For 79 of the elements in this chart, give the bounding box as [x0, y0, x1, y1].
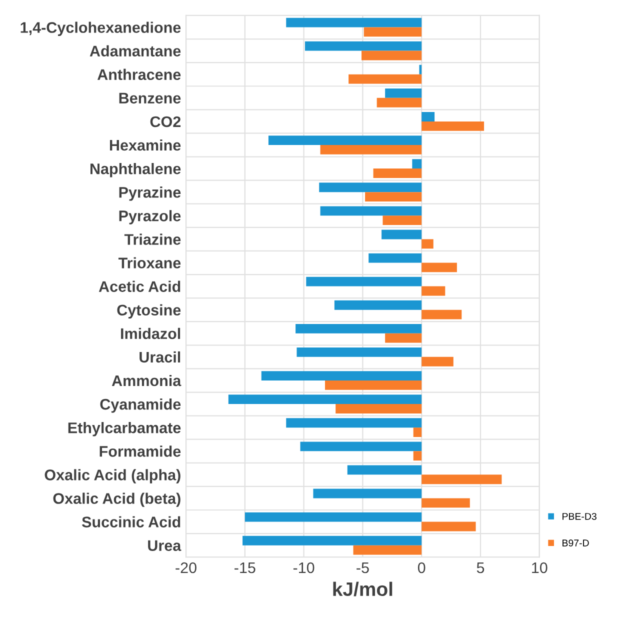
bar — [382, 216, 422, 226]
y-tick-label: Ammonia — [112, 374, 182, 386]
bar — [336, 404, 422, 414]
bar — [376, 98, 422, 108]
y-tick-label: Acetic Acid — [98, 280, 180, 292]
y-tick-label: Cytosine — [117, 304, 181, 319]
bar — [368, 253, 422, 263]
x-tick-label: 0 — [418, 562, 426, 574]
bar — [364, 27, 422, 37]
y-tick-label: Urea — [148, 540, 182, 552]
bar — [228, 394, 422, 404]
x-tick-label: 5 — [476, 562, 484, 574]
bar — [422, 112, 435, 122]
x-tick-label: -10 — [293, 562, 314, 574]
bar — [422, 286, 446, 296]
bar — [261, 371, 422, 380]
bar — [286, 418, 422, 428]
y-tick-label: Naphthalene — [90, 163, 181, 178]
bar — [422, 239, 434, 249]
x-tick-label: -15 — [234, 562, 256, 574]
y-tick-label: Triazine — [124, 234, 181, 245]
bar — [320, 206, 422, 216]
bar — [268, 136, 422, 145]
y-tick-label: Formamide — [100, 446, 181, 457]
y-tick-label: Oxalic Acid (alpha) — [44, 469, 180, 484]
bar — [334, 300, 422, 310]
x-tick-label: -5 — [356, 562, 369, 574]
bar — [422, 498, 470, 508]
bar — [382, 230, 422, 240]
bar — [422, 474, 502, 484]
y-tick-label: Ethylcarbamate — [68, 422, 181, 436]
bar — [296, 348, 422, 357]
bar — [320, 144, 422, 154]
bar — [362, 50, 422, 60]
x-tick-label: 10 — [532, 562, 548, 574]
x-axis-title: kJ/mol — [333, 582, 392, 596]
bar — [300, 442, 422, 452]
bar — [422, 262, 457, 272]
bar — [242, 536, 422, 546]
bar — [304, 41, 422, 51]
bar — [347, 465, 422, 475]
legend-label: PBE-D3 — [562, 512, 596, 520]
bar — [422, 121, 484, 131]
y-tick-label: Pyrazole — [119, 210, 181, 224]
y-tick-label: Hexamine — [110, 139, 181, 151]
bar — [413, 428, 422, 437]
y-tick-label: Succinic Acid — [82, 516, 180, 528]
y-tick-label: CO2 — [150, 116, 181, 128]
legend-label: B97-D — [562, 540, 589, 546]
y-tick-label: Imidazol — [121, 328, 180, 340]
bar — [244, 512, 422, 522]
bar — [313, 488, 422, 498]
bar — [422, 356, 454, 366]
y-tick-label: Pyrazine — [119, 186, 181, 201]
y-tick-label: Uracil — [140, 351, 180, 363]
y-tick-label: Anthracene — [97, 68, 181, 80]
bar — [353, 545, 422, 555]
y-tick-label: Trioxane — [118, 257, 181, 268]
y-tick-label: Adamantane — [90, 45, 181, 56]
bar — [419, 64, 422, 74]
bar — [385, 88, 422, 98]
y-tick-label: Oxalic Acid (beta) — [53, 492, 180, 507]
bar — [365, 192, 422, 202]
bar — [319, 182, 422, 192]
bar — [413, 451, 422, 461]
bar — [373, 168, 422, 178]
bar — [306, 276, 422, 286]
bar — [422, 522, 476, 532]
y-tick-label: 1,4-Cyclohexanedione — [20, 22, 181, 36]
bar — [385, 333, 422, 343]
y-tick-label: Benzene — [119, 92, 181, 104]
bar — [348, 74, 422, 84]
bar — [296, 324, 422, 334]
bar — [422, 310, 462, 320]
bar — [286, 18, 422, 28]
bar — [412, 159, 422, 169]
x-tick-label: -20 — [176, 562, 196, 574]
bar — [325, 380, 422, 390]
y-tick-label: Cyanamide — [100, 398, 181, 413]
